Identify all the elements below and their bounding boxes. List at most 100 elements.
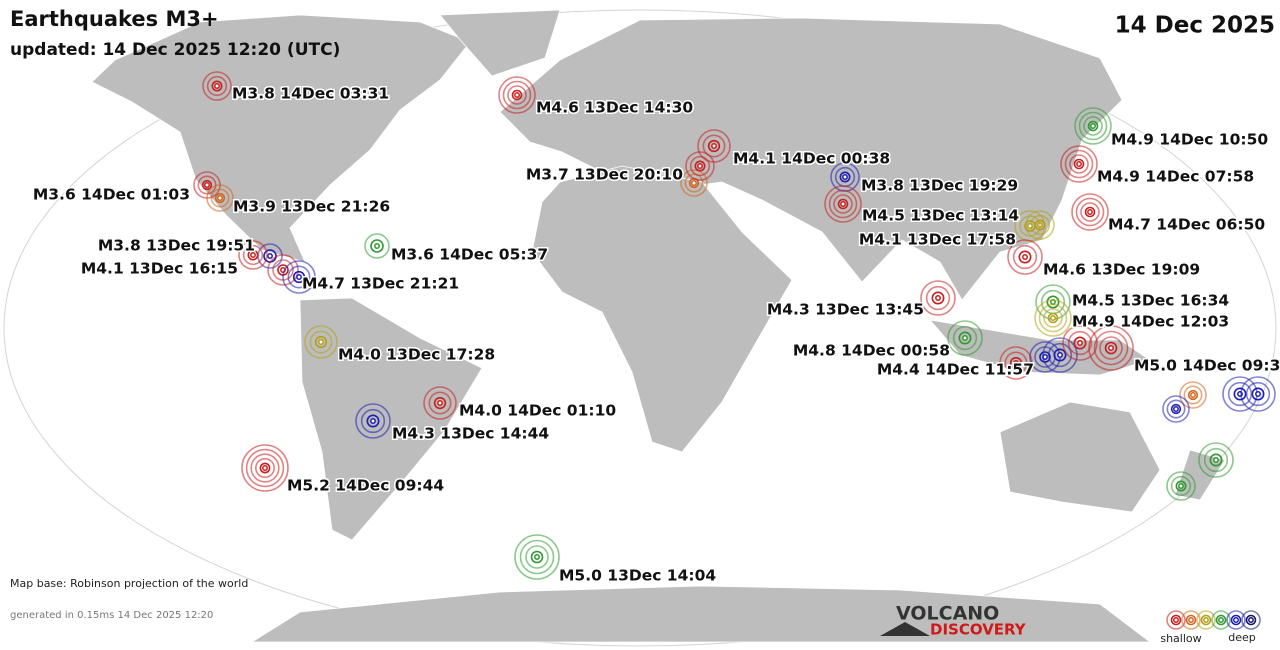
ring — [947, 320, 983, 356]
ring — [287, 265, 311, 289]
quake-marker — [1088, 325, 1134, 371]
ring — [694, 160, 706, 172]
ring — [1170, 614, 1182, 626]
ring — [1245, 381, 1271, 407]
quake-marker — [685, 151, 715, 181]
ring — [247, 249, 259, 261]
center — [534, 554, 540, 560]
quake-marker — [1179, 381, 1207, 409]
quake-marker — [1071, 193, 1109, 231]
ring — [1024, 220, 1036, 232]
center — [262, 465, 268, 471]
center — [250, 252, 256, 258]
center — [1233, 617, 1239, 623]
ring — [1038, 303, 1068, 333]
ring — [1073, 336, 1087, 350]
logo-line1: VOLCANO — [896, 603, 999, 625]
ring — [1007, 239, 1043, 275]
ring — [1004, 351, 1028, 375]
center — [1022, 254, 1028, 260]
logo-line2: DISCOVERY — [930, 621, 1027, 639]
ring — [1019, 215, 1041, 237]
ring — [201, 179, 213, 191]
quake-label: M3.6 14Dec 01:03 — [33, 186, 190, 204]
quake-label: M4.9 14Dec 12:03 — [1072, 313, 1229, 331]
ring — [824, 185, 862, 223]
ring — [1179, 381, 1207, 409]
ring — [1166, 399, 1186, 419]
ring — [1226, 610, 1246, 630]
quake-marker — [1074, 107, 1112, 145]
ring — [1170, 403, 1182, 415]
quake-marker — [1166, 471, 1196, 501]
center — [1173, 406, 1179, 412]
ring — [1075, 197, 1105, 227]
ring — [1047, 342, 1073, 368]
ring — [1047, 312, 1059, 324]
ring — [702, 134, 726, 158]
center — [962, 335, 968, 341]
ring — [689, 155, 711, 177]
quake-marker — [1007, 239, 1043, 275]
quake-marker — [1014, 210, 1046, 242]
center — [1077, 340, 1083, 346]
ring — [1187, 389, 1199, 401]
ring — [250, 453, 280, 483]
ring — [370, 239, 384, 253]
ring — [1053, 348, 1067, 362]
ring — [211, 80, 223, 92]
ring — [423, 386, 457, 420]
quake-marker — [282, 260, 316, 294]
ring — [309, 330, 333, 354]
ring — [1088, 325, 1134, 371]
legend-deep: deep — [1228, 631, 1256, 644]
ring — [511, 89, 523, 101]
center — [1203, 617, 1209, 623]
ring — [1012, 244, 1038, 270]
ring — [519, 539, 555, 575]
center — [1188, 617, 1194, 623]
ring — [1034, 299, 1072, 337]
ring — [1025, 210, 1055, 240]
ring — [999, 346, 1033, 380]
ring — [1166, 471, 1196, 501]
center — [1076, 161, 1082, 167]
quake-marker — [920, 280, 956, 316]
center — [1090, 123, 1096, 129]
legend-swatch — [1226, 610, 1246, 630]
legend-swatch — [1211, 610, 1231, 630]
ring — [1185, 614, 1197, 626]
ring — [1162, 395, 1190, 423]
ring — [282, 260, 316, 294]
ring — [837, 198, 849, 210]
ring — [833, 194, 853, 214]
ring — [952, 325, 978, 351]
center — [711, 143, 717, 149]
map-base: Map base: Robinson projection of the wor… — [10, 577, 248, 590]
legend-shallow: shallow — [1160, 632, 1201, 645]
ring — [206, 184, 234, 212]
quake-marker — [1060, 145, 1098, 183]
ring — [1018, 250, 1032, 264]
center — [1178, 483, 1184, 489]
ring — [498, 76, 536, 114]
ring — [1080, 202, 1100, 222]
quake-marker — [202, 71, 232, 101]
quake-marker — [238, 240, 268, 270]
ring — [1209, 453, 1223, 467]
ring — [684, 173, 704, 193]
center — [840, 201, 846, 207]
center — [1013, 360, 1019, 366]
quake-label: M5.2 14Dec 09:44 — [287, 477, 444, 495]
ring — [1083, 116, 1103, 136]
ring — [1078, 111, 1108, 141]
quake-label: M4.0 13Dec 17:28 — [338, 346, 495, 364]
center — [1108, 345, 1114, 351]
quake-marker — [1042, 337, 1078, 373]
ring — [206, 75, 228, 97]
center — [691, 180, 697, 186]
center — [1255, 391, 1261, 397]
ring — [1240, 376, 1276, 412]
quake-marker — [423, 386, 457, 420]
ring — [1099, 336, 1123, 360]
